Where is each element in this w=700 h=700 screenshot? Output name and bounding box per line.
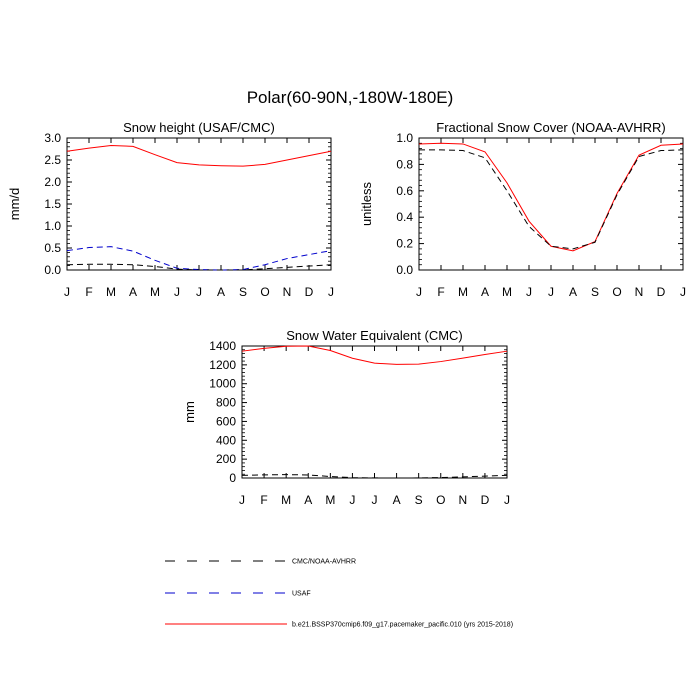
chart-1-y-tick-label: 0.4: [396, 210, 413, 224]
chart-0-y-tick-label: 1.0: [44, 219, 61, 233]
chart-1-x-tick-label: M: [502, 285, 512, 299]
chart-1-y-tick-label: 0.8: [396, 157, 413, 171]
chart-2-y-tick-label: 800: [216, 396, 236, 410]
chart-1-x-tick-label: J: [526, 285, 532, 299]
chart-2-x-tick-label: D: [481, 493, 490, 507]
chart-2-y-tick-label: 0: [229, 471, 236, 485]
chart-1-x-tick-label: O: [612, 285, 621, 299]
chart-1-y-tick-label: 1.0: [396, 131, 413, 145]
chart-0-y-tick-label: 0.5: [44, 241, 61, 255]
chart-0-x-tick-label: J: [196, 285, 202, 299]
legend-entry-1-label: USAF: [292, 591, 311, 598]
legend-entry-2-label: b.e21.BSSP370cmip6.f09_g17.pacemaker_pac…: [292, 622, 513, 629]
chart-2-title: Snow Water Equivalent (CMC): [286, 328, 463, 343]
chart-1-title: Fractional Snow Cover (NOAA-AVHRR): [436, 120, 665, 135]
chart-0-title: Snow height (USAF/CMC): [123, 120, 275, 135]
chart-0-y-tick-label: 1.5: [44, 197, 61, 211]
chart-0-y-tick-label: 2.0: [44, 175, 61, 189]
chart-1-x-tick-label: J: [680, 285, 686, 299]
chart-2-x-tick-label: F: [260, 493, 267, 507]
chart-1-x-tick-label: D: [657, 285, 666, 299]
chart-2-x-tick-label: J: [504, 493, 510, 507]
legend: CMC/NOAA-AVHRR USAF b.e21.BSSP370cmip6.f09…: [165, 559, 513, 629]
chart-0-x-tick-label: M: [150, 285, 160, 299]
chart-2-x-tick-label: M: [281, 493, 291, 507]
chart-0-x-tick-label: J: [64, 285, 70, 299]
chart-1-series-1-line: [419, 149, 684, 250]
chart-1-y-tick-label: 0.6: [396, 184, 413, 198]
chart-2-y-tick-label: 600: [216, 414, 236, 428]
chart-0-x-tick-label: N: [283, 285, 292, 299]
figure-title: Polar(60-90N,-180W-180E): [247, 88, 454, 107]
chart-1-x-tick-label: F: [437, 285, 444, 299]
chart-snow-height: Snow height (USAF/CMC)J F M A M J J A S O N D J0.00.…: [7, 120, 334, 299]
chart-2-x-tick-label: M: [325, 493, 335, 507]
chart-2-series-1-line: [241, 474, 508, 479]
chart-0-x-tick-label: M: [106, 285, 116, 299]
legend-entry-0-label: CMC/NOAA-AVHRR: [292, 559, 356, 566]
chart-2-y-tick-label: 400: [216, 433, 236, 447]
chart-0-y-axis-label: mm/d: [7, 188, 22, 221]
chart-2-y-axis-label: mm: [182, 401, 197, 423]
chart-2-x-tick-label: A: [304, 493, 312, 507]
chart-0-y-tick-label: 2.5: [44, 153, 61, 167]
chart-0-series-2-line: [66, 263, 332, 271]
chart-1-x-tick-label: S: [591, 285, 599, 299]
chart-0-series-0-line: [66, 144, 332, 167]
chart-0-x-tick-label: J: [328, 285, 334, 299]
chart-1-x-tick-label: A: [481, 285, 489, 299]
chart-2-x-tick-label: J: [372, 493, 378, 507]
chart-1-series-0-line: [418, 142, 684, 252]
chart-0-y-tick-label: 3.0: [44, 131, 61, 145]
chart-0-x-tick-label: D: [305, 285, 314, 299]
chart-2-x-tick-label: J: [239, 493, 245, 507]
chart-snow-water-equivalent: Snow Water Equivalent (CMC)J F M A M J J A S O N D J…: [182, 328, 510, 507]
chart-2-x-tick-label: S: [415, 493, 423, 507]
chart-1-x-tick-label: A: [569, 285, 577, 299]
chart-2-x-tick-label: N: [458, 493, 467, 507]
chart-0-x-tick-label: S: [239, 285, 247, 299]
chart-2-y-tick-label: 1000: [209, 377, 236, 391]
chart-2-x-tick-label: O: [436, 493, 445, 507]
chart-0-y-tick-label: 0.0: [44, 263, 61, 277]
chart-0-x-tick-label: J: [174, 285, 180, 299]
chart-0-x-tick-label: O: [260, 285, 269, 299]
chart-2-y-tick-label: 1200: [209, 358, 236, 372]
chart-0-x-tick-label: A: [217, 285, 225, 299]
chart-0-frame: [66, 137, 332, 271]
chart-1-x-tick-label: M: [458, 285, 468, 299]
chart-2-y-tick-label: 1400: [209, 339, 236, 353]
chart-1-x-tick-label: J: [416, 285, 422, 299]
chart-2-x-tick-label: J: [349, 493, 355, 507]
chart-0-x-tick-label: F: [85, 285, 92, 299]
chart-1-y-tick-label: 0.2: [396, 237, 413, 251]
chart-1-y-axis-label: unitless: [359, 181, 374, 226]
chart-2-x-tick-label: A: [393, 493, 401, 507]
chart-2-series-0-line: [241, 345, 508, 365]
chart-0-x-tick-label: A: [129, 285, 137, 299]
chart-1-frame: [418, 137, 684, 271]
chart-2-frame: [241, 345, 508, 479]
chart-fractional-snow-cover: Fractional Snow Cover (NOAA-AVHRR)J F M A M J…: [359, 120, 686, 299]
chart-1-x-tick-label: J: [548, 285, 554, 299]
chart-1-x-tick-label: N: [635, 285, 644, 299]
chart-2-y-tick-label: 200: [216, 452, 236, 466]
chart-1-y-tick-label: 0.0: [396, 263, 413, 277]
